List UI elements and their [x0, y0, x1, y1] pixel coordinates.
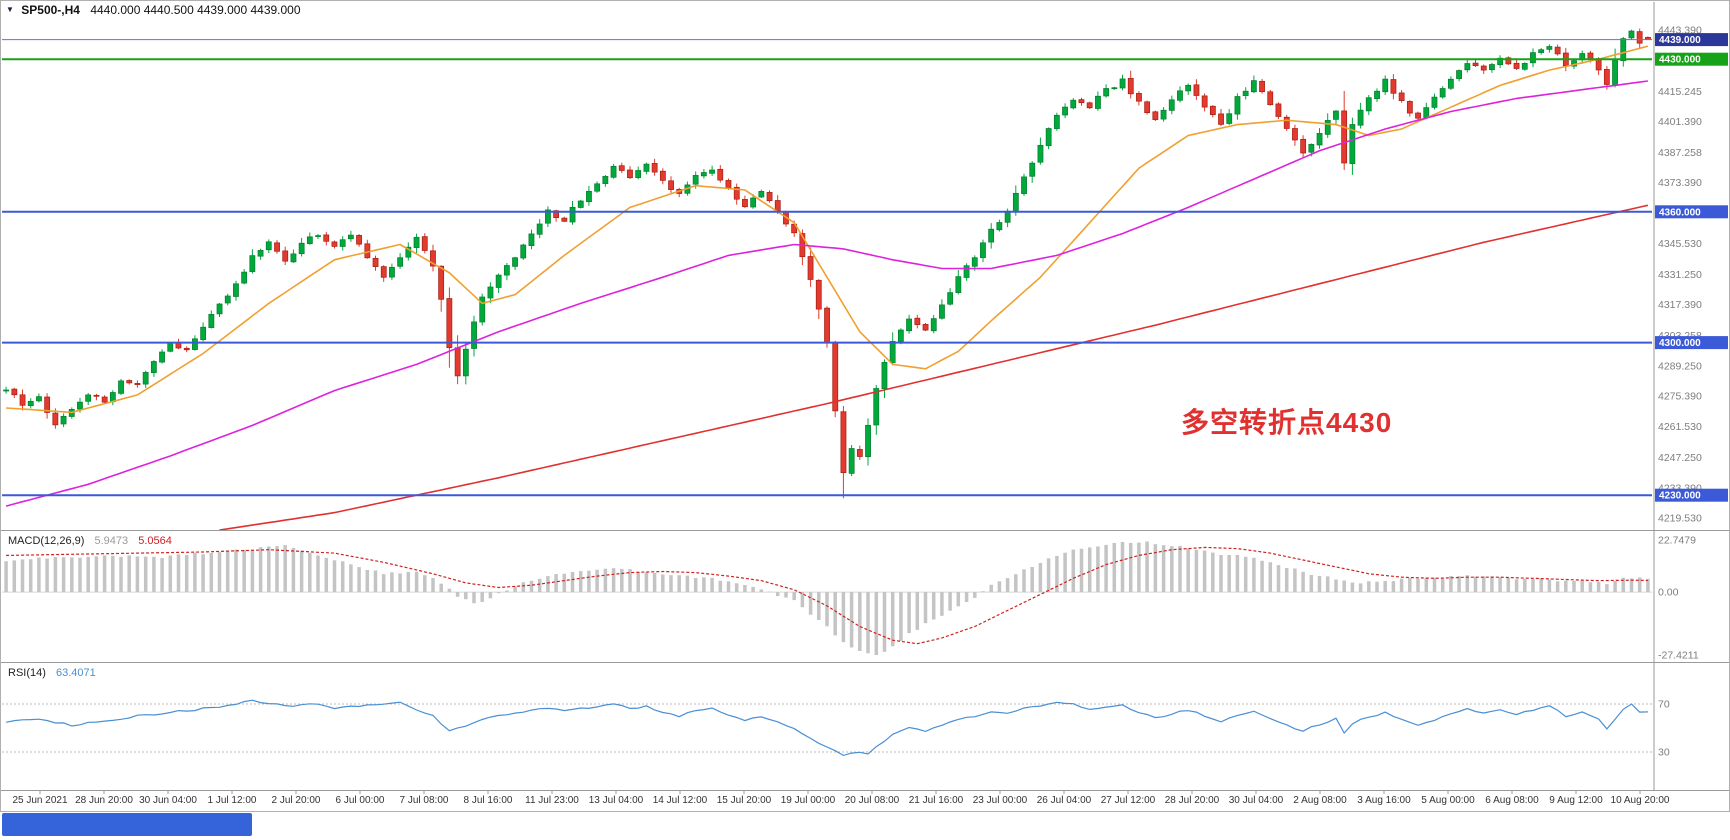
svg-text:23 Jul 00:00: 23 Jul 00:00 [973, 795, 1028, 806]
svg-text:4439.000: 4439.000 [1659, 35, 1701, 46]
svg-text:4261.530: 4261.530 [1658, 421, 1702, 433]
svg-text:25 Jun 2021: 25 Jun 2021 [12, 795, 67, 806]
svg-text:15 Jul 20:00: 15 Jul 20:00 [717, 795, 772, 806]
price-axis[interactable]: 4443.3904415.2454401.3904387.2584373.390… [1655, 2, 1728, 790]
svg-text:13 Jul 04:00: 13 Jul 04:00 [589, 795, 644, 806]
svg-text:28 Jun 20:00: 28 Jun 20:00 [75, 795, 133, 806]
symbol-info-bar: ▼ SP500-,H4 4440.000 4440.500 4439.000 4… [6, 3, 301, 17]
svg-text:5 Aug 00:00: 5 Aug 00:00 [1421, 795, 1475, 806]
svg-text:11 Jul 23:00: 11 Jul 23:00 [525, 795, 579, 806]
svg-text:1 Jul 12:00: 1 Jul 12:00 [208, 795, 257, 806]
svg-text:21 Jul 16:00: 21 Jul 16:00 [909, 795, 964, 806]
svg-text:4401.390: 4401.390 [1658, 116, 1702, 128]
symbol-period-label: SP500-,H4 [21, 3, 80, 17]
svg-text:4373.390: 4373.390 [1658, 177, 1702, 189]
chart-text-annotation: 多空转折点4430 [1181, 407, 1393, 438]
rsi-indicator-label: RSI(14) 63.4071 [8, 667, 96, 679]
svg-text:14 Jul 12:00: 14 Jul 12:00 [653, 795, 708, 806]
svg-text:6 Aug 08:00: 6 Aug 08:00 [1485, 795, 1539, 806]
svg-text:4415.245: 4415.245 [1658, 86, 1702, 98]
svg-text:26 Jul 04:00: 26 Jul 04:00 [1037, 795, 1092, 806]
svg-text:4300.000: 4300.000 [1659, 338, 1701, 349]
svg-text:4219.530: 4219.530 [1658, 513, 1702, 525]
svg-text:4387.258: 4387.258 [1658, 147, 1702, 159]
horizontal-level-lines[interactable] [2, 39, 1652, 497]
svg-text:4345.530: 4345.530 [1658, 238, 1702, 250]
svg-text:30: 30 [1658, 747, 1670, 759]
svg-text:6 Jul 00:00: 6 Jul 00:00 [336, 795, 385, 806]
svg-text:3 Aug 16:00: 3 Aug 16:00 [1357, 795, 1411, 806]
svg-text:4275.390: 4275.390 [1658, 391, 1702, 403]
svg-text:4230.000: 4230.000 [1659, 491, 1701, 502]
current-bar-ohlc: 4440.000 4440.500 4439.000 4439.000 [90, 3, 301, 17]
svg-text:4331.250: 4331.250 [1658, 269, 1702, 281]
time-axis[interactable]: 25 Jun 2021 28 Jun 20:00 30 Jun 04:00 1 Jul… [12, 790, 1670, 806]
svg-text:4430.000: 4430.000 [1659, 55, 1701, 66]
svg-text:70: 70 [1658, 699, 1670, 711]
dropdown-triangle-icon: ▼ [6, 5, 14, 14]
svg-text:4360.000: 4360.000 [1659, 207, 1701, 218]
rsi-name: RSI(14) [8, 667, 46, 679]
rsi-value: 63.4071 [55, 667, 96, 679]
svg-text:28 Jul 20:00: 28 Jul 20:00 [1165, 795, 1220, 806]
macd-pane [2, 541, 1652, 655]
svg-text:8 Jul 16:00: 8 Jul 16:00 [464, 795, 513, 806]
pane-frames [0, 0, 1730, 812]
svg-text:0.00: 0.00 [1658, 587, 1679, 599]
svg-text:4289.250: 4289.250 [1658, 361, 1702, 373]
svg-text:22.7479: 22.7479 [1658, 535, 1696, 547]
svg-text:9 Aug 12:00: 9 Aug 12:00 [1549, 795, 1603, 806]
macd-signal-value: 5.0564 [138, 535, 172, 547]
svg-text:27 Jul 12:00: 27 Jul 12:00 [1101, 795, 1156, 806]
svg-text:30 Jun 04:00: 30 Jun 04:00 [139, 795, 197, 806]
svg-text:20 Jul 08:00: 20 Jul 08:00 [845, 795, 900, 806]
svg-text:2 Jul 20:00: 2 Jul 20:00 [272, 795, 321, 806]
macd-main-value: 5.9473 [94, 535, 129, 547]
candle-bodies [3, 30, 1651, 474]
svg-text:30 Jul 04:00: 30 Jul 04:00 [1229, 795, 1284, 806]
ma-lines [5, 45, 1649, 531]
rsi-pane [2, 699, 1652, 757]
macd-name: MACD(12,26,9) [8, 535, 85, 547]
svg-text:4247.250: 4247.250 [1658, 452, 1702, 464]
svg-text:10 Aug 20:00: 10 Aug 20:00 [1611, 795, 1670, 806]
macd-indicator-label: MACD(12,26,9) 5.9473 5.0564 [8, 535, 172, 547]
svg-text:2 Aug 08:00: 2 Aug 08:00 [1293, 795, 1347, 806]
svg-text:7 Jul 08:00: 7 Jul 08:00 [400, 795, 449, 806]
svg-text:4317.390: 4317.390 [1658, 299, 1702, 311]
svg-text:-27.4211: -27.4211 [1658, 649, 1699, 661]
taskbar-button[interactable] [2, 813, 252, 836]
svg-text:19 Jul 00:00: 19 Jul 00:00 [781, 795, 836, 806]
